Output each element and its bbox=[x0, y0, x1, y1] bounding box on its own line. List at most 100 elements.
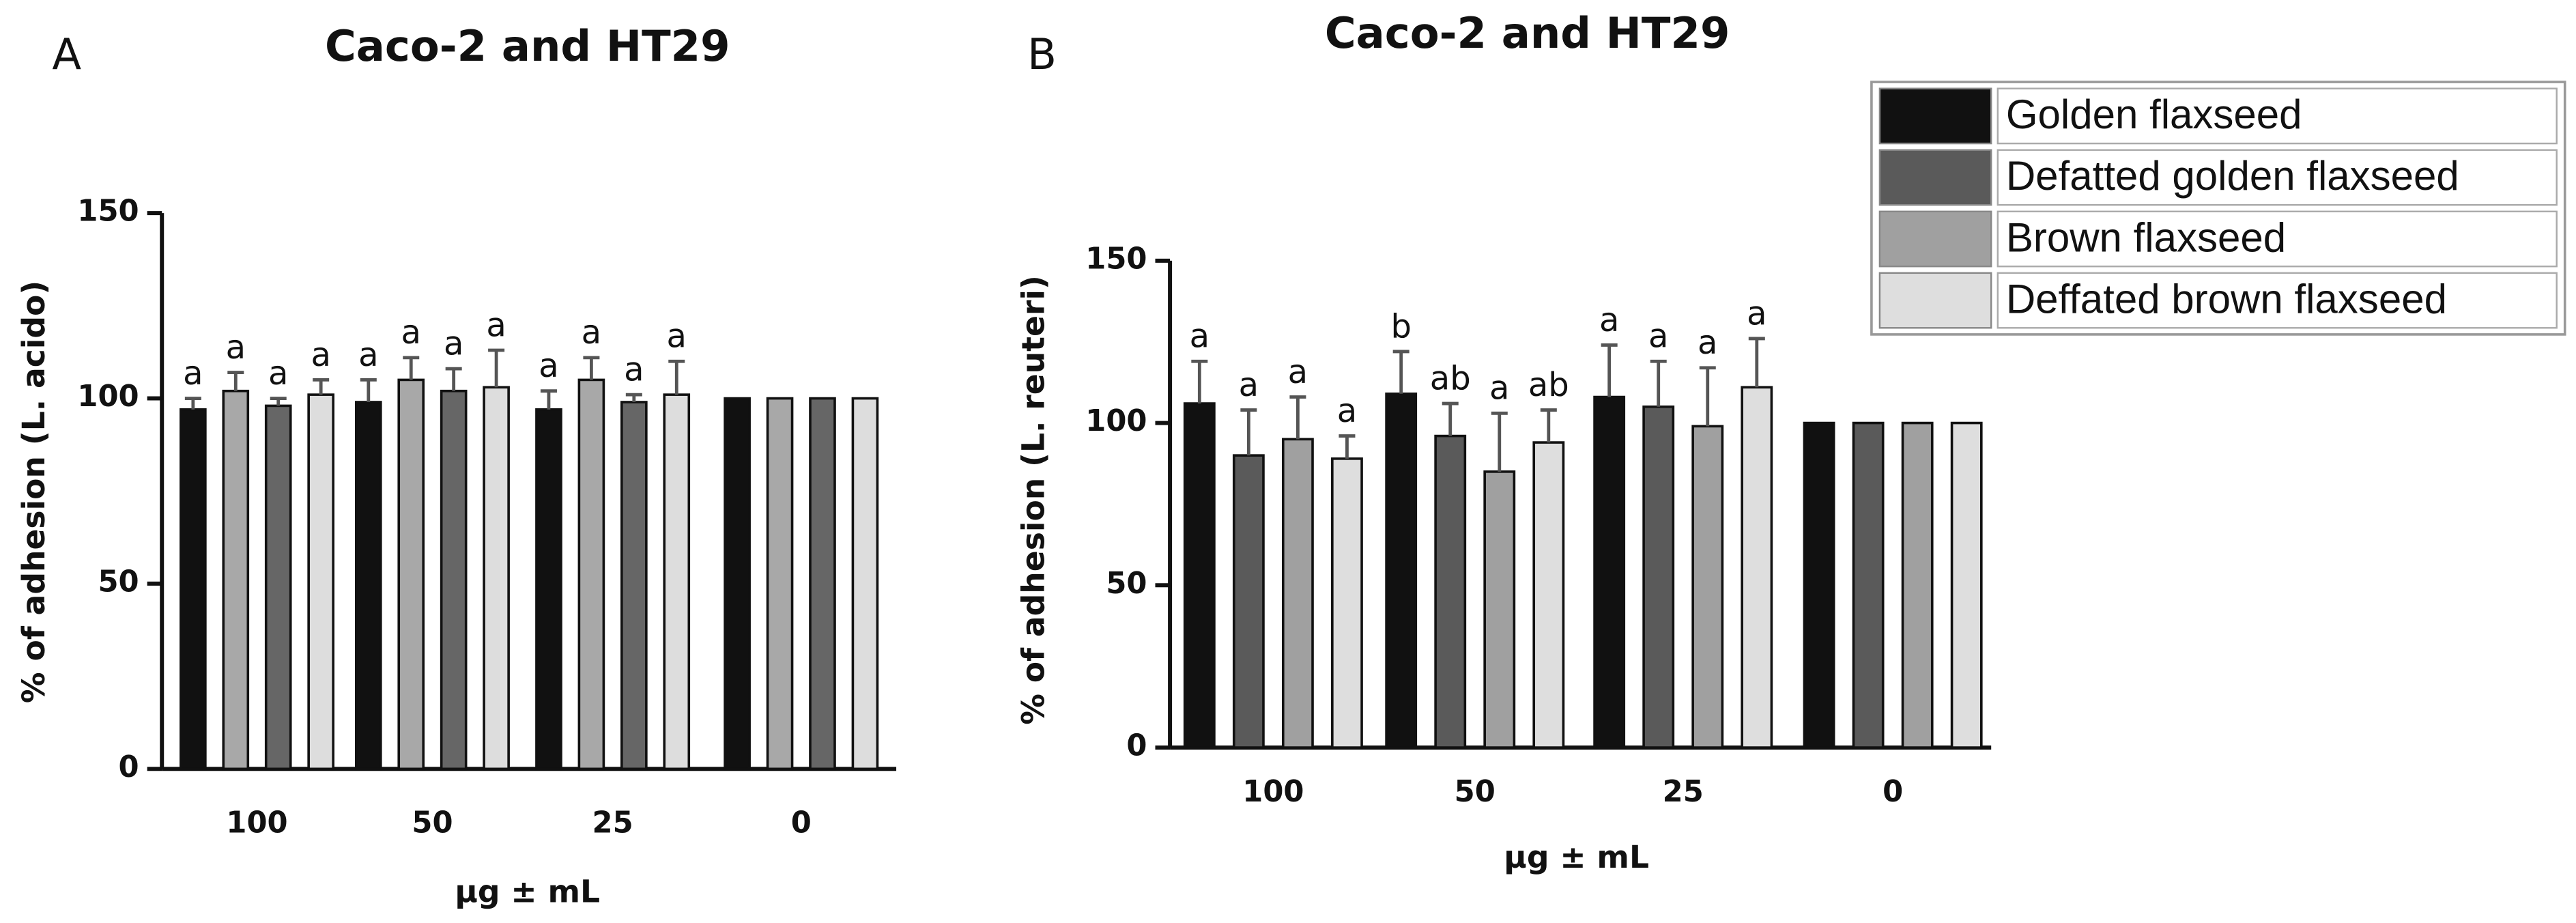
bar bbox=[264, 404, 292, 771]
chart-title: Caco-2 and HT29 bbox=[1325, 8, 1730, 58]
bar bbox=[1852, 421, 1885, 749]
x-tick-label: 25 bbox=[592, 806, 633, 840]
significance-label: a bbox=[311, 336, 330, 374]
chart-title: Caco-2 and HT29 bbox=[325, 21, 730, 71]
bar bbox=[577, 378, 605, 771]
bar bbox=[397, 378, 425, 771]
legend-swatch bbox=[1878, 272, 1992, 329]
significance-label: a bbox=[1337, 392, 1357, 430]
x-tick-label: 0 bbox=[1883, 775, 1903, 809]
y-tick-label: 100 bbox=[1085, 404, 1147, 438]
significance-label: a bbox=[1288, 353, 1308, 391]
bar bbox=[1593, 395, 1626, 749]
significance-label: ab bbox=[1430, 359, 1471, 397]
bar bbox=[1691, 425, 1724, 749]
legend-entry-box bbox=[1997, 149, 2558, 206]
significance-label: b bbox=[1390, 307, 1411, 345]
bar bbox=[1803, 421, 1835, 749]
y-tick-label: 50 bbox=[98, 565, 139, 599]
y-tick-label: 150 bbox=[1085, 242, 1147, 276]
x-tick-label: 0 bbox=[791, 806, 812, 840]
bar bbox=[663, 393, 691, 771]
error-bar bbox=[1748, 337, 1765, 388]
bar bbox=[724, 397, 751, 771]
error-bar bbox=[227, 371, 244, 391]
bar bbox=[1532, 441, 1565, 749]
error-bar bbox=[445, 367, 462, 391]
error-bar bbox=[668, 359, 685, 395]
bar bbox=[1901, 421, 1934, 749]
significance-label: a bbox=[444, 325, 463, 363]
error-bar bbox=[184, 397, 201, 410]
bar bbox=[1281, 438, 1314, 749]
panel-label: A bbox=[52, 29, 81, 79]
panel-label: B bbox=[1027, 29, 1057, 79]
significance-label: a bbox=[268, 354, 288, 393]
significance-label: a bbox=[667, 317, 687, 356]
legend-entry-box bbox=[1997, 272, 2558, 329]
bar bbox=[1642, 405, 1675, 749]
bar bbox=[354, 401, 382, 771]
legend-swatch bbox=[1878, 87, 1992, 145]
bar bbox=[809, 397, 836, 771]
y-tick-label: 50 bbox=[1106, 567, 1147, 601]
bar bbox=[1741, 386, 1773, 749]
error-bar bbox=[1339, 434, 1356, 459]
bar bbox=[307, 393, 334, 771]
y-tick-label: 100 bbox=[77, 380, 139, 414]
x-axis-label: μg ± mL bbox=[1504, 839, 1649, 875]
legend-label: Defatted golden flaxseed bbox=[2006, 153, 2459, 199]
significance-label: a bbox=[401, 313, 421, 352]
significance-label: a bbox=[183, 354, 203, 393]
error-bar bbox=[1540, 408, 1557, 443]
significance-label: a bbox=[1239, 366, 1259, 404]
error-bar bbox=[1491, 411, 1508, 472]
significance-label: a bbox=[582, 313, 601, 352]
significance-label: a bbox=[1747, 294, 1766, 332]
x-tick-label: 100 bbox=[226, 806, 287, 840]
legend-label: Brown flaxseed bbox=[2006, 214, 2286, 260]
error-bar bbox=[1240, 408, 1257, 456]
legend-entry-box bbox=[1997, 87, 2558, 145]
bar bbox=[1331, 457, 1363, 749]
significance-label: a bbox=[624, 350, 644, 388]
significance-label: a bbox=[1489, 369, 1509, 408]
legend-label: Golden flaxseed bbox=[2006, 91, 2302, 137]
significance-label: a bbox=[358, 336, 378, 374]
y-axis-label: % of adhesion (L. acido) bbox=[16, 281, 52, 703]
bar bbox=[620, 401, 648, 771]
error-bar bbox=[270, 397, 287, 406]
legend-swatch bbox=[1878, 149, 1992, 206]
y-tick-label: 0 bbox=[119, 750, 139, 784]
significance-label: ab bbox=[1528, 366, 1569, 404]
bar bbox=[180, 408, 207, 771]
x-axis-label: μg ± mL bbox=[455, 873, 600, 909]
error-bar bbox=[540, 389, 557, 410]
legend-entry-box bbox=[1997, 210, 2558, 268]
error-bar bbox=[403, 356, 420, 380]
error-bar bbox=[1191, 359, 1208, 404]
significance-label: a bbox=[1190, 317, 1210, 356]
error-bar bbox=[1699, 366, 1716, 427]
x-tick-label: 25 bbox=[1663, 775, 1704, 809]
error-bar bbox=[313, 378, 330, 395]
significance-label: a bbox=[1698, 324, 1717, 362]
bar bbox=[483, 386, 510, 771]
bar bbox=[1950, 421, 1983, 749]
bar bbox=[440, 389, 468, 771]
x-tick-label: 50 bbox=[1455, 775, 1495, 809]
bar bbox=[851, 397, 879, 771]
bar bbox=[1434, 434, 1467, 749]
x-tick-label: 100 bbox=[1242, 775, 1304, 809]
bar bbox=[1385, 392, 1418, 749]
y-tick-label: 0 bbox=[1126, 729, 1147, 763]
significance-label: a bbox=[486, 306, 506, 344]
error-bar bbox=[1442, 401, 1459, 436]
significance-label: a bbox=[539, 347, 558, 385]
error-bar bbox=[1601, 343, 1618, 397]
bar bbox=[535, 408, 562, 771]
significance-label: a bbox=[226, 328, 246, 367]
y-tick-label: 150 bbox=[77, 195, 139, 229]
